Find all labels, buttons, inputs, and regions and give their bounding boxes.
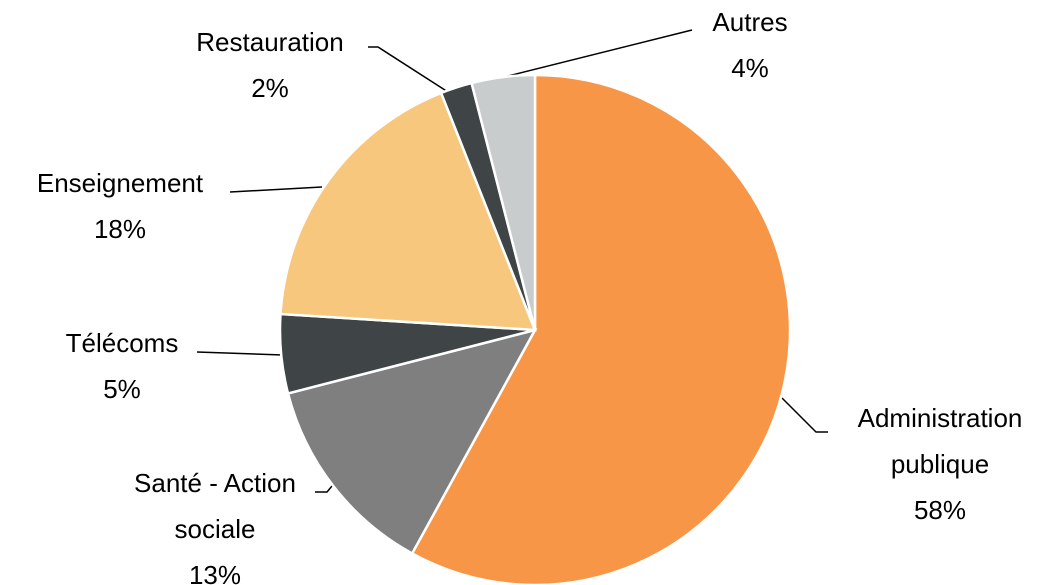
slice-percent: 2% [251, 73, 289, 103]
leader-line [229, 186, 323, 193]
pie-slice [470, 73, 537, 331]
slice-percent: 5% [103, 374, 141, 404]
pie-slice [279, 91, 537, 332]
slice-percent: 58% [913, 495, 967, 525]
slice-label: Restauration 2% [160, 19, 380, 111]
leader-line [499, 29, 693, 79]
slice-name: Restauration [196, 27, 344, 57]
slice-name: Télécoms [65, 328, 179, 358]
slice-label: Autres 4% [670, 0, 830, 91]
slice-percent: 4% [731, 53, 769, 83]
pie-slice [286, 328, 538, 556]
leader-line [781, 397, 828, 433]
slice-name: Autres [712, 7, 788, 37]
slice-label: Santé - Action sociale 13% [100, 460, 330, 585]
leader-line [368, 46, 449, 93]
slice-label: Administration publique 58% [830, 395, 1050, 533]
slice-name: Santé - Action sociale [134, 468, 296, 544]
slice-percent: 13% [188, 560, 242, 585]
slice-label: Enseignement 18% [0, 160, 240, 252]
slice-name: Enseignement [36, 168, 204, 198]
slice-label: Télécoms 5% [22, 320, 222, 412]
leader-line [196, 351, 284, 356]
slice-percent: 18% [93, 214, 147, 244]
slice-name: Administration publique [857, 403, 1023, 479]
